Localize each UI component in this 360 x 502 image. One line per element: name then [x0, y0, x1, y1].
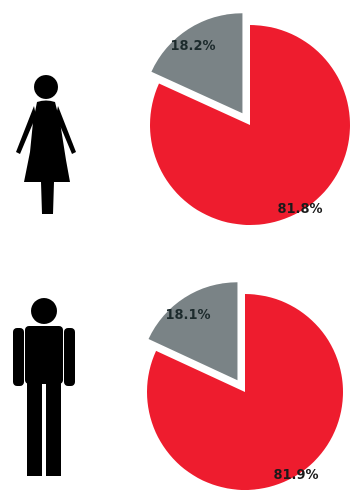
data-label-female-minor: 18.2% [170, 39, 215, 54]
pie-chart-male: 18.1% 81.9% [147, 282, 343, 491]
data-label-male-minor: 18.1% [165, 308, 210, 323]
data-label-male-major: 81.9% [273, 468, 318, 483]
male-person-icon [13, 298, 75, 476]
pie-chart-female: 18.2% 81.8% [150, 13, 351, 226]
pie-slice-male-minor [148, 282, 238, 381]
pie-slice-female-major [150, 25, 351, 226]
pie-slice-male-major [147, 294, 343, 491]
data-label-female-major: 81.8% [277, 202, 322, 217]
pie-slice-female-minor [151, 13, 243, 114]
female-person-icon [16, 75, 76, 214]
